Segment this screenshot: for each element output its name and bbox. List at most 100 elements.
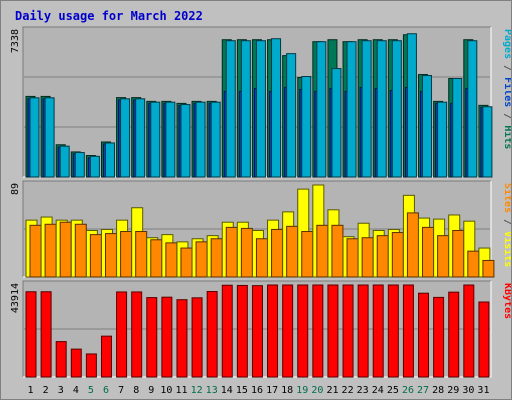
x-tick-label-day-22: 22 [342, 385, 354, 396]
legend-entry: Sites [502, 183, 511, 213]
bar-kbytes-day-9 [146, 297, 158, 378]
bar-kbytes-day-21 [327, 284, 339, 378]
x-axis-labels: 1 2 3 4 5 6 7 8 9 10 11 12 13 14 15 16 17 18 19 20 21 22 23 24 2… [28, 385, 490, 396]
bar-kbytes-day-12 [191, 297, 203, 378]
bar-pages-day-20 [316, 41, 327, 178]
bar-sites-day-4 [74, 223, 87, 278]
bar-pages-day-7 [120, 98, 131, 178]
x-tick-label-day-20: 20 [311, 385, 323, 396]
bar-kbytes-day-28 [433, 296, 445, 378]
y-max-label: 7338 [10, 29, 21, 53]
legend-entry: Files [502, 77, 511, 107]
bar-kbytes-day-14 [221, 284, 233, 378]
bar-kbytes-day-13 [206, 291, 218, 378]
bar-sites-day-24 [376, 235, 389, 278]
x-tick-label-day-31: 31 [477, 385, 489, 396]
bar-sites-day-23 [361, 237, 374, 278]
bar-pages-day-2 [44, 97, 55, 178]
bar-sites-day-19 [301, 231, 314, 278]
bar-kbytes-day-15 [236, 284, 248, 378]
x-tick-label-day-29: 29 [447, 385, 459, 396]
bar-pages-day-14 [225, 40, 236, 178]
x-tick-label-day-2: 2 [43, 385, 49, 396]
x-tick-label-day-27: 27 [417, 385, 429, 396]
bar-pages-day-13 [210, 101, 221, 178]
bar-kbytes-day-2 [40, 291, 52, 378]
bar-kbytes-day-6 [100, 335, 112, 378]
x-tick-label-day-7: 7 [118, 385, 124, 396]
bar-pages-day-28 [437, 101, 448, 178]
legend-entry: Pages [502, 29, 511, 59]
bar-kbytes-day-19 [297, 284, 309, 378]
x-tick-label-day-12: 12 [191, 385, 203, 396]
bar-kbytes-day-29 [448, 291, 460, 378]
bar-pages-day-15 [240, 40, 251, 178]
legend: Sites / Visits [502, 183, 511, 267]
x-tick-label-day-17: 17 [266, 385, 278, 396]
bar-sites-day-17 [271, 228, 284, 278]
x-tick-label-day-6: 6 [103, 385, 109, 396]
panel-kbytes: 43914 KBytes [10, 280, 511, 378]
x-tick-label-day-23: 23 [357, 385, 369, 396]
legend-entry: / [502, 59, 511, 77]
x-tick-label-day-9: 9 [148, 385, 154, 396]
legend-entry: Hits [502, 125, 511, 149]
bar-sites-day-18 [286, 225, 299, 278]
bar-kbytes-day-18 [282, 284, 294, 378]
bar-pages-day-11 [180, 104, 191, 178]
y-max-label: 89 [10, 183, 21, 195]
x-tick-label-day-13: 13 [206, 385, 218, 396]
x-tick-label-day-3: 3 [58, 385, 64, 396]
bar-kbytes-day-10 [161, 296, 173, 378]
bar-kbytes-day-1 [25, 291, 37, 378]
bar-pages-day-29 [452, 78, 463, 178]
bar-pages-day-30 [467, 40, 478, 178]
legend: KBytes [502, 283, 511, 319]
bar-pages-day-9 [150, 101, 161, 178]
legend: Pages / Files / Hits [502, 29, 511, 149]
bar-sites-day-12 [195, 241, 208, 278]
bar-sites-day-13 [210, 238, 223, 278]
legend-entry: / [502, 213, 511, 231]
bar-kbytes-day-11 [176, 299, 188, 378]
bar-kbytes-day-23 [357, 284, 369, 378]
bar-sites-day-31 [482, 259, 495, 278]
x-tick-label-day-5: 5 [88, 385, 94, 396]
bar-pages-day-12 [195, 101, 206, 178]
bar-sites-day-1 [29, 224, 42, 278]
x-tick-label-day-4: 4 [73, 385, 79, 396]
legend-entry: / [502, 107, 511, 125]
y-max-label: 43914 [10, 283, 21, 313]
x-tick-label-day-24: 24 [372, 385, 384, 396]
bar-pages-day-24 [376, 40, 387, 178]
bar-sites-day-30 [467, 250, 480, 278]
bar-sites-day-10 [165, 242, 178, 278]
bar-kbytes-day-27 [418, 292, 430, 378]
bar-kbytes-day-4 [70, 348, 82, 378]
bar-sites-day-6 [104, 233, 117, 278]
bar-pages-day-23 [361, 40, 372, 178]
x-tick-label-day-25: 25 [387, 385, 399, 396]
bar-pages-day-27 [422, 75, 433, 178]
bar-sites-day-25 [391, 232, 404, 278]
bar-sites-day-5 [89, 234, 102, 278]
bar-sites-day-21 [331, 224, 344, 278]
panel-sites-visits: 89 Sites / Visits [10, 180, 511, 278]
bar-pages-day-8 [135, 98, 146, 178]
bar-sites-day-14 [225, 226, 238, 278]
bar-sites-day-7 [120, 231, 133, 278]
bar-sites-day-3 [59, 221, 72, 278]
bar-pages-day-25 [391, 40, 402, 178]
x-tick-label-day-28: 28 [432, 385, 444, 396]
bar-sites-day-27 [422, 226, 435, 278]
x-tick-label-day-18: 18 [281, 385, 293, 396]
x-tick-label-day-30: 30 [462, 385, 474, 396]
x-tick-label-day-1: 1 [28, 385, 34, 396]
bar-sites-day-2 [44, 223, 57, 278]
bar-pages-day-3 [59, 145, 70, 178]
x-tick-label-day-14: 14 [221, 385, 233, 396]
bar-sites-day-28 [437, 235, 450, 278]
bar-kbytes-day-26 [402, 284, 414, 378]
bar-sites-day-11 [180, 247, 193, 278]
